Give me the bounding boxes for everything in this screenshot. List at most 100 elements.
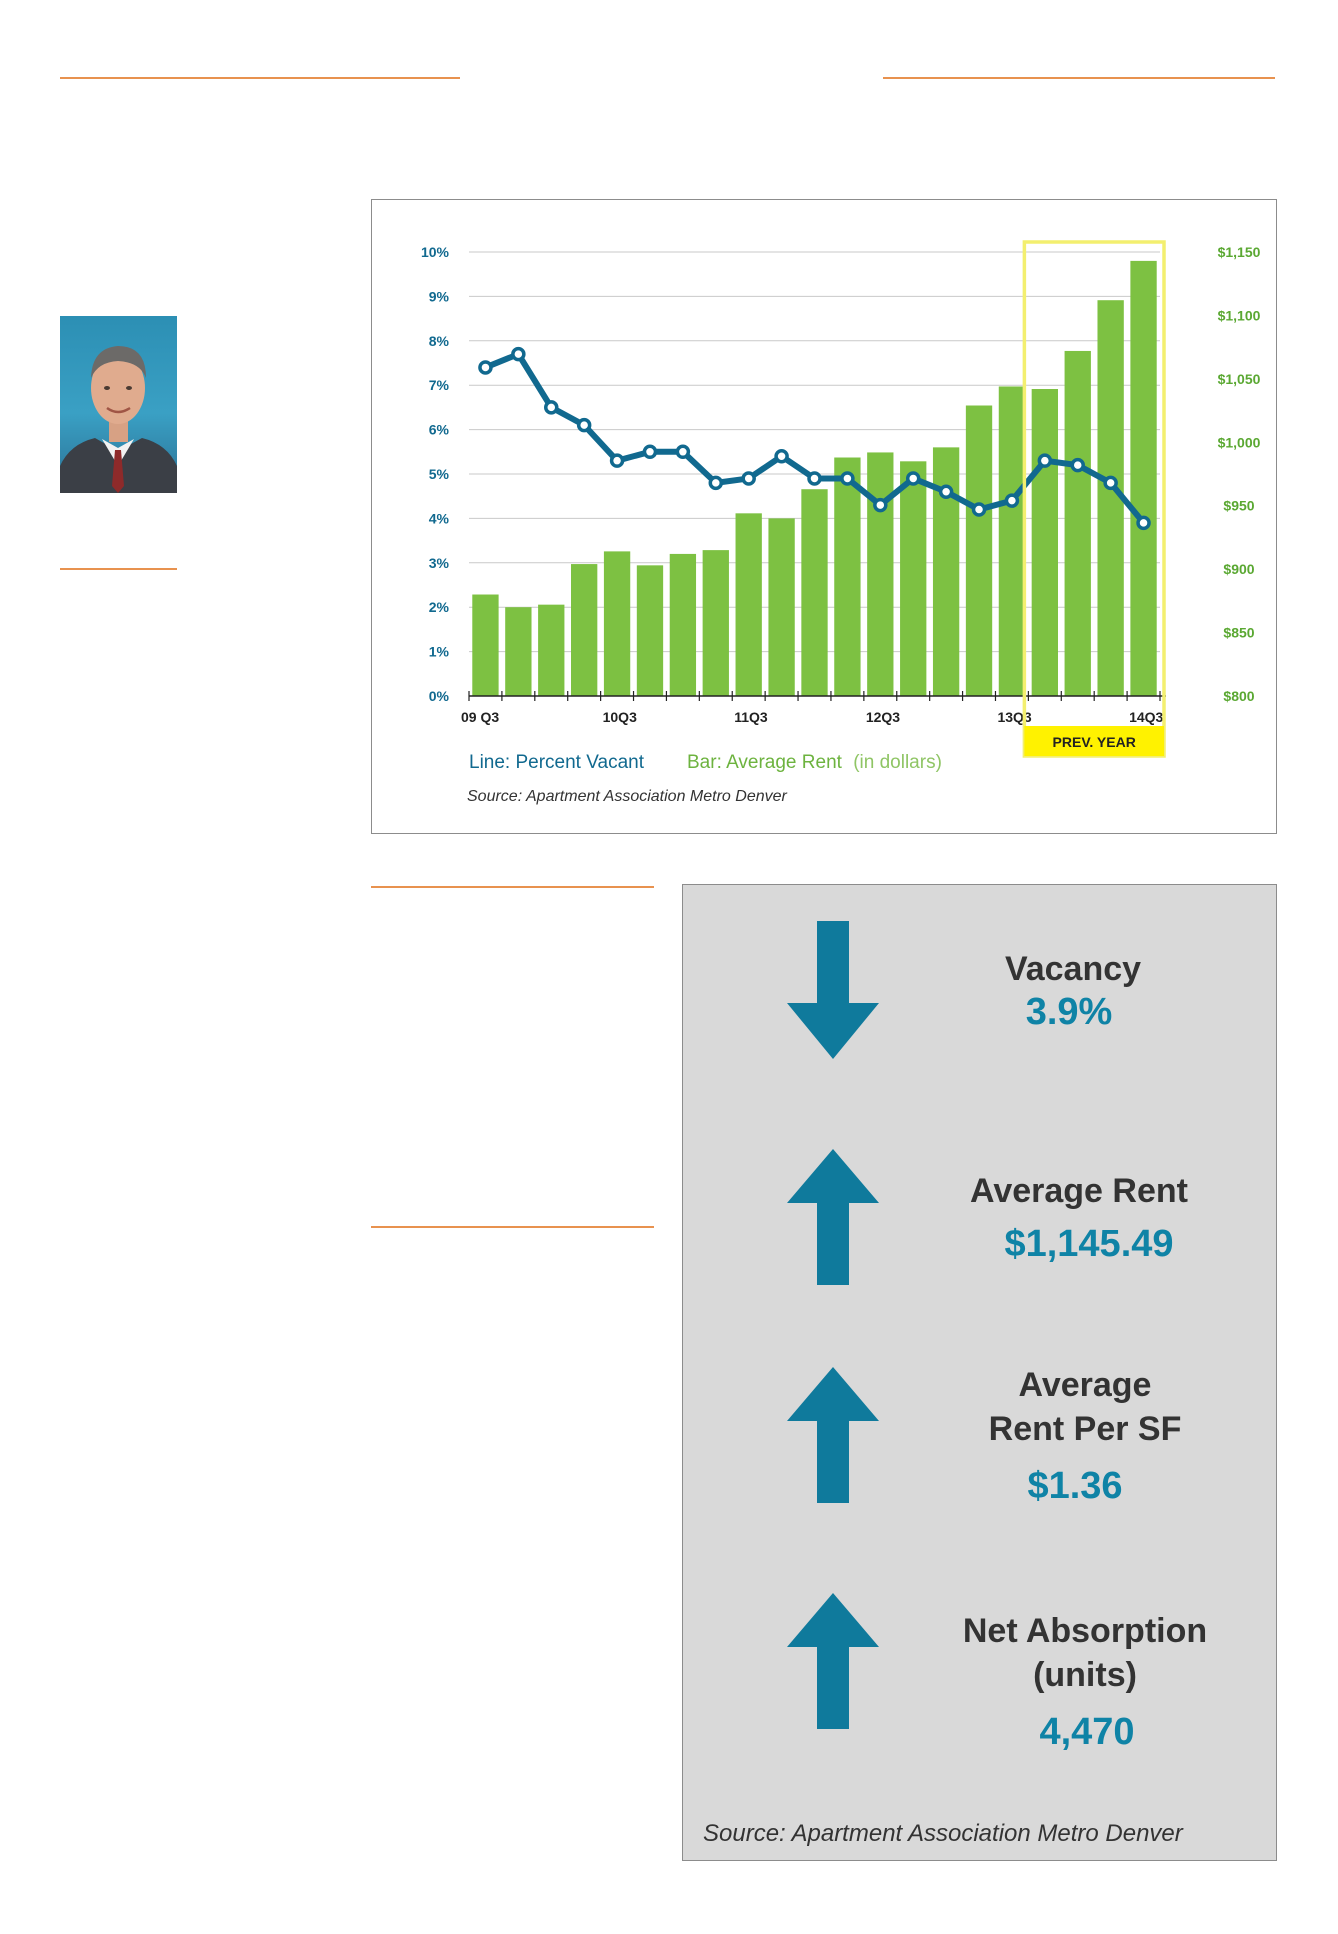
section-rule-1 (371, 886, 654, 888)
rent-per-sf-value: $1.36 (1027, 1465, 1123, 1507)
vacancy-point (873, 497, 888, 513)
vacancy-point (807, 471, 822, 486)
average-rent-label: Average Rent (970, 1172, 1188, 1210)
x-axis (468, 691, 1166, 701)
vacancy-point (1070, 457, 1085, 473)
vacancy-label: Vacancy (1004, 950, 1142, 988)
y-right-tick-label: $1,150 (1218, 244, 1261, 260)
x-tick-label: 09 Q3 (461, 709, 499, 725)
rent-bar (505, 607, 532, 696)
y-right-tick-label: $850 (1223, 625, 1254, 641)
vacancy-point (511, 346, 526, 362)
rent-per-sf-label-line2: Rent Per SF (988, 1410, 1182, 1448)
rent-bar (768, 518, 795, 696)
y-right-tick-label: $950 (1223, 498, 1254, 514)
rent-bar (472, 594, 499, 696)
rent-bar (702, 550, 729, 696)
up-arrow-icon (787, 1593, 879, 1729)
rent-bars (472, 260, 1157, 696)
y-right-tick-label: $1,000 (1218, 434, 1261, 450)
rent-bar (571, 564, 598, 696)
y-left-tick-label: 7% (429, 377, 450, 393)
rent-bar (669, 553, 697, 696)
market-stats-panel: Vacancy 3.9% Average Rent $1,145.49 Aver… (682, 884, 1277, 1861)
header-rule-left (60, 77, 460, 79)
rent-bar (1130, 260, 1157, 696)
rent-bar (965, 405, 993, 696)
up-arrow-icon (787, 1367, 879, 1503)
rent-bar (801, 489, 828, 696)
author-photo (60, 316, 177, 493)
highlight-label: PREV. YEAR (1053, 734, 1136, 750)
y-left-tick-label: 5% (429, 466, 450, 482)
rent-bar (900, 461, 927, 696)
rent-bar (1031, 389, 1058, 696)
rent-bar (1064, 350, 1091, 696)
x-tick-label: 10Q3 (603, 709, 637, 725)
vacancy-value: 3.9% (1025, 991, 1113, 1033)
rent-bar (538, 604, 565, 696)
x-tick-label: 14Q3 (1129, 709, 1163, 725)
vacancy-point (905, 471, 921, 486)
net-absorption-value: 4,470 (1039, 1711, 1135, 1753)
vacancy-point (840, 471, 855, 486)
net-absorption-label-line1: Net Absorption (962, 1612, 1208, 1650)
sidebar-rule (60, 568, 177, 570)
header-rule-right (883, 77, 1275, 79)
vacancy-point (1103, 475, 1118, 491)
legend-bar-note: (in dollars) (853, 752, 942, 773)
net-absorption-label-line2: (units) (1033, 1656, 1137, 1694)
vacancy-point (478, 360, 493, 375)
chart-svg: 0% 1% 2% 3% 4% 5% 6% 7% 8% 9% 10% $800 $850 $900 $950 $… (421, 240, 1261, 805)
vacancy-point (642, 444, 658, 460)
x-tick-label: 11Q3 (734, 709, 768, 725)
legend-line-label: Line: Percent Vacant (469, 752, 645, 773)
down-arrow-icon (787, 921, 879, 1059)
vacancy-point (1136, 515, 1151, 531)
rent-per-sf-label-line1: Average (1018, 1366, 1152, 1404)
y-left-tick-label: 10% (421, 244, 450, 260)
vacancy-point (1004, 493, 1020, 508)
rent-bar (998, 386, 1026, 696)
vacancy-point (741, 471, 756, 486)
up-arrow-icon (787, 1149, 879, 1285)
rent-bar (603, 551, 631, 696)
y-left-tick-label: 4% (429, 510, 450, 526)
rent-bar (735, 513, 762, 696)
y-right-tick-label: $1,100 (1218, 307, 1261, 323)
vacancy-point (544, 400, 559, 415)
vacancy-point (938, 484, 954, 500)
tick-labels: 0% 1% 2% 3% 4% 5% 6% 7% 8% 9% 10% $800 $850 $900 $950 $… (421, 244, 1261, 725)
vacancy-point (971, 502, 987, 517)
y-right-tick-label: $800 (1223, 688, 1254, 704)
vacancy-point (576, 417, 592, 433)
vacancy-point (1037, 453, 1053, 468)
y-left-tick-label: 1% (429, 644, 450, 660)
vacancy-point (774, 448, 789, 464)
chart-source: Source: Apartment Association Metro Denv… (467, 788, 788, 805)
y-left-tick-label: 9% (429, 288, 450, 304)
vacancy-point (708, 475, 724, 491)
stats-source: Source: Apartment Association Metro Denv… (703, 1820, 1183, 1847)
y-left-tick-label: 6% (429, 422, 450, 438)
highlight-label-bg (1024, 726, 1164, 756)
average-rent-value: $1,145.49 (1004, 1223, 1174, 1265)
rent-bar (636, 565, 664, 696)
vacancy-point (675, 444, 691, 460)
rent-bar (834, 457, 861, 696)
rent-vacancy-chart: 0% 1% 2% 3% 4% 5% 6% 7% 8% 9% 10% $800 $850 $900 $950 $… (371, 199, 1277, 834)
vacancy-point (609, 453, 625, 468)
prev-year-highlight: PREV. YEAR (1022, 240, 1166, 758)
vacancy-line (478, 346, 1151, 531)
legend-bar-label: Bar: Average Rent (in dollars) (687, 752, 942, 773)
legend-bar-text: Bar: Average Rent (687, 752, 843, 773)
y-left-tick-label: 3% (429, 555, 450, 571)
x-tick-label: 12Q3 (866, 709, 900, 725)
y-left-tick-label: 8% (429, 333, 450, 349)
x-tick-label: 13Q3 (997, 709, 1031, 725)
y-right-tick-label: $900 (1223, 561, 1254, 577)
y-right-tick-label: $1,050 (1218, 371, 1261, 387)
rent-bar (867, 452, 894, 696)
section-rule-2 (371, 1226, 654, 1228)
y-left-tick-label: 2% (429, 599, 450, 615)
